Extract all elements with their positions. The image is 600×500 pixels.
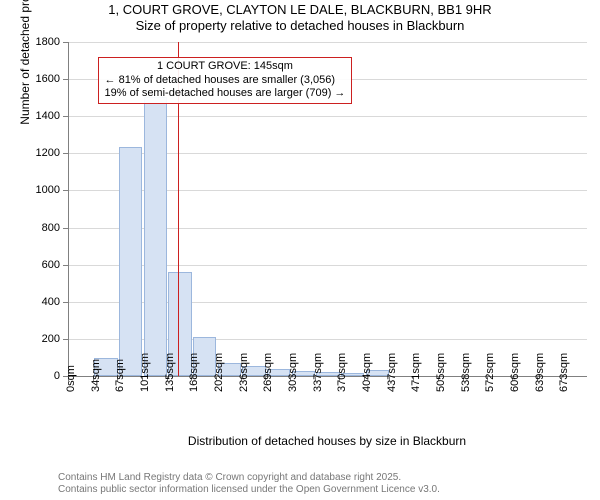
y-tick-mark — [63, 116, 68, 117]
y-tick-mark — [63, 265, 68, 266]
footnote-line-2: Contains public sector information licen… — [58, 484, 440, 496]
x-axis-title: Distribution of detached houses by size … — [68, 434, 586, 448]
title-line-1: 1, COURT GROVE, CLAYTON LE DALE, BLACKBU… — [0, 2, 600, 18]
y-tick-mark — [63, 42, 68, 43]
chart-container: 1, COURT GROVE, CLAYTON LE DALE, BLACKBU… — [0, 0, 600, 500]
y-axis-title: Number of detached properties — [18, 0, 32, 209]
annotation-line: 19% of semi-detached houses are larger (… — [105, 87, 346, 101]
y-tick-label: 400 — [42, 296, 60, 308]
histogram-bar — [144, 97, 167, 376]
y-tick-label: 1400 — [36, 110, 60, 122]
annotation-line: ← 81% of detached houses are smaller (3,… — [105, 74, 346, 88]
title-block: 1, COURT GROVE, CLAYTON LE DALE, BLACKBU… — [0, 2, 600, 35]
y-tick-label: 0 — [54, 370, 60, 382]
y-tick-label: 1200 — [36, 147, 60, 159]
histogram-bar — [119, 147, 142, 376]
footnote-line-1: Contains HM Land Registry data © Crown c… — [58, 472, 440, 484]
gridline — [69, 42, 587, 43]
y-tick-mark — [63, 302, 68, 303]
y-tick-mark — [63, 228, 68, 229]
y-tick-mark — [63, 339, 68, 340]
y-tick-label: 800 — [42, 222, 60, 234]
y-tick-label: 600 — [42, 259, 60, 271]
footnote: Contains HM Land Registry data © Crown c… — [58, 472, 440, 496]
annotation-box: 1 COURT GROVE: 145sqm← 81% of detached h… — [98, 57, 353, 104]
y-tick-label: 200 — [42, 333, 60, 345]
y-tick-label: 1000 — [36, 184, 60, 196]
title-line-2: Size of property relative to detached ho… — [0, 18, 600, 34]
annotation-line: 1 COURT GROVE: 145sqm — [105, 60, 346, 74]
y-tick-mark — [63, 190, 68, 191]
y-tick-mark — [63, 153, 68, 154]
y-tick-mark — [63, 79, 68, 80]
y-tick-label: 1600 — [36, 73, 60, 85]
y-tick-label: 1800 — [36, 36, 60, 48]
plot-area: 1 COURT GROVE: 145sqm← 81% of detached h… — [68, 42, 587, 377]
